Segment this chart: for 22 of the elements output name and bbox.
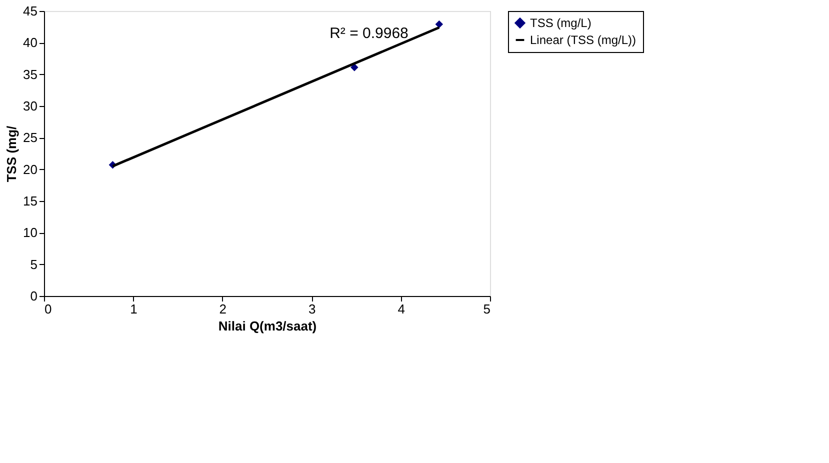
- y-tick-label: 15: [23, 194, 38, 208]
- annotation: R² = 0.9968: [330, 25, 408, 42]
- y-tick-label: 30: [23, 98, 38, 114]
- point: [435, 20, 444, 28]
- y-tick-label: 20: [23, 162, 38, 177]
- y-axis-title: TSS (mg/: [4, 125, 20, 182]
- x-tick-label: 2: [219, 302, 227, 316]
- y-tick-label: 5: [30, 256, 38, 272]
- y-tick-label: 40: [23, 35, 38, 50]
- x-tick-label: 3: [308, 302, 316, 316]
- x-tick-label: 0: [44, 302, 52, 316]
- y-tick-label: 45: [23, 4, 38, 18]
- legend-label: Linear (TSS (mg/L)): [530, 33, 636, 47]
- x-axis-title: Nilai Q(m3/saat): [218, 318, 317, 334]
- y-tick-label: 35: [23, 66, 38, 82]
- x-tick-label: 1: [130, 302, 138, 316]
- y-tick-label: 0: [30, 288, 38, 304]
- y-tick-label: 10: [23, 225, 38, 240]
- x-tick-label: 4: [398, 302, 405, 316]
- legend-label: TSS (mg/L): [530, 16, 592, 30]
- x-tick-label: 5: [483, 302, 490, 316]
- y-tick-label: 25: [23, 130, 38, 146]
